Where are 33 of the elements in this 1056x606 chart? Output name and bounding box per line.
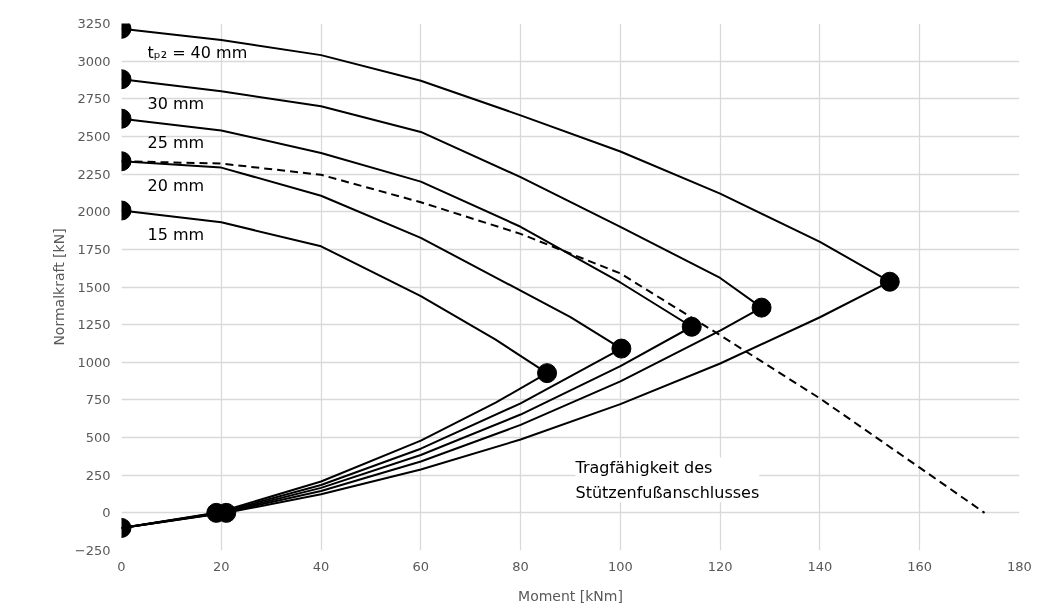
x-tick-label: 0 xyxy=(117,558,126,574)
series-label: 25 mm xyxy=(147,133,205,153)
x-tick-label: 60 xyxy=(412,558,430,574)
annotation: Tragfähigkeit des Stützenfußanschlusses xyxy=(574,457,760,503)
y-tick-label: 2750 xyxy=(77,91,111,107)
y-tick-label: 2500 xyxy=(77,128,111,144)
y-tick-label: 3250 xyxy=(77,16,111,31)
y-tick-label: 0 xyxy=(102,505,111,521)
y-axis-title: Normalkraft [kN] xyxy=(50,228,67,346)
x-tick-label: 80 xyxy=(512,558,529,574)
y-tick-label: 1750 xyxy=(77,241,111,257)
y-tick-label: 1000 xyxy=(77,354,111,370)
y-tick-label: 3000 xyxy=(77,53,111,69)
x-tick-label: 40 xyxy=(312,558,330,574)
x-tick-label: 160 xyxy=(907,558,933,574)
y-tick-label: 1250 xyxy=(77,317,111,333)
y-tick-label: 250 xyxy=(85,467,111,483)
y-tick-label: 750 xyxy=(85,392,111,408)
x-tick-label: 180 xyxy=(1007,558,1032,574)
y-tick-label: 2250 xyxy=(77,166,111,182)
x-tick-label: 20 xyxy=(213,558,230,574)
y-tick-label: 1500 xyxy=(77,279,111,295)
series-label: 30 mm xyxy=(147,93,205,113)
series-label: tₚ₂ = 40 mm xyxy=(147,43,248,63)
series-label: 20 mm xyxy=(147,175,205,195)
y-tick-label: 2000 xyxy=(77,204,111,220)
x-tick-label: 140 xyxy=(807,558,833,574)
x-tick-label: 120 xyxy=(707,558,733,574)
series-label: 15 mm xyxy=(147,225,205,245)
y-tick-label: −250 xyxy=(74,543,111,558)
x-axis-title: Moment [kNm] xyxy=(518,587,623,604)
x-tick-label: 100 xyxy=(607,558,633,574)
y-tick-label: 500 xyxy=(85,430,111,446)
